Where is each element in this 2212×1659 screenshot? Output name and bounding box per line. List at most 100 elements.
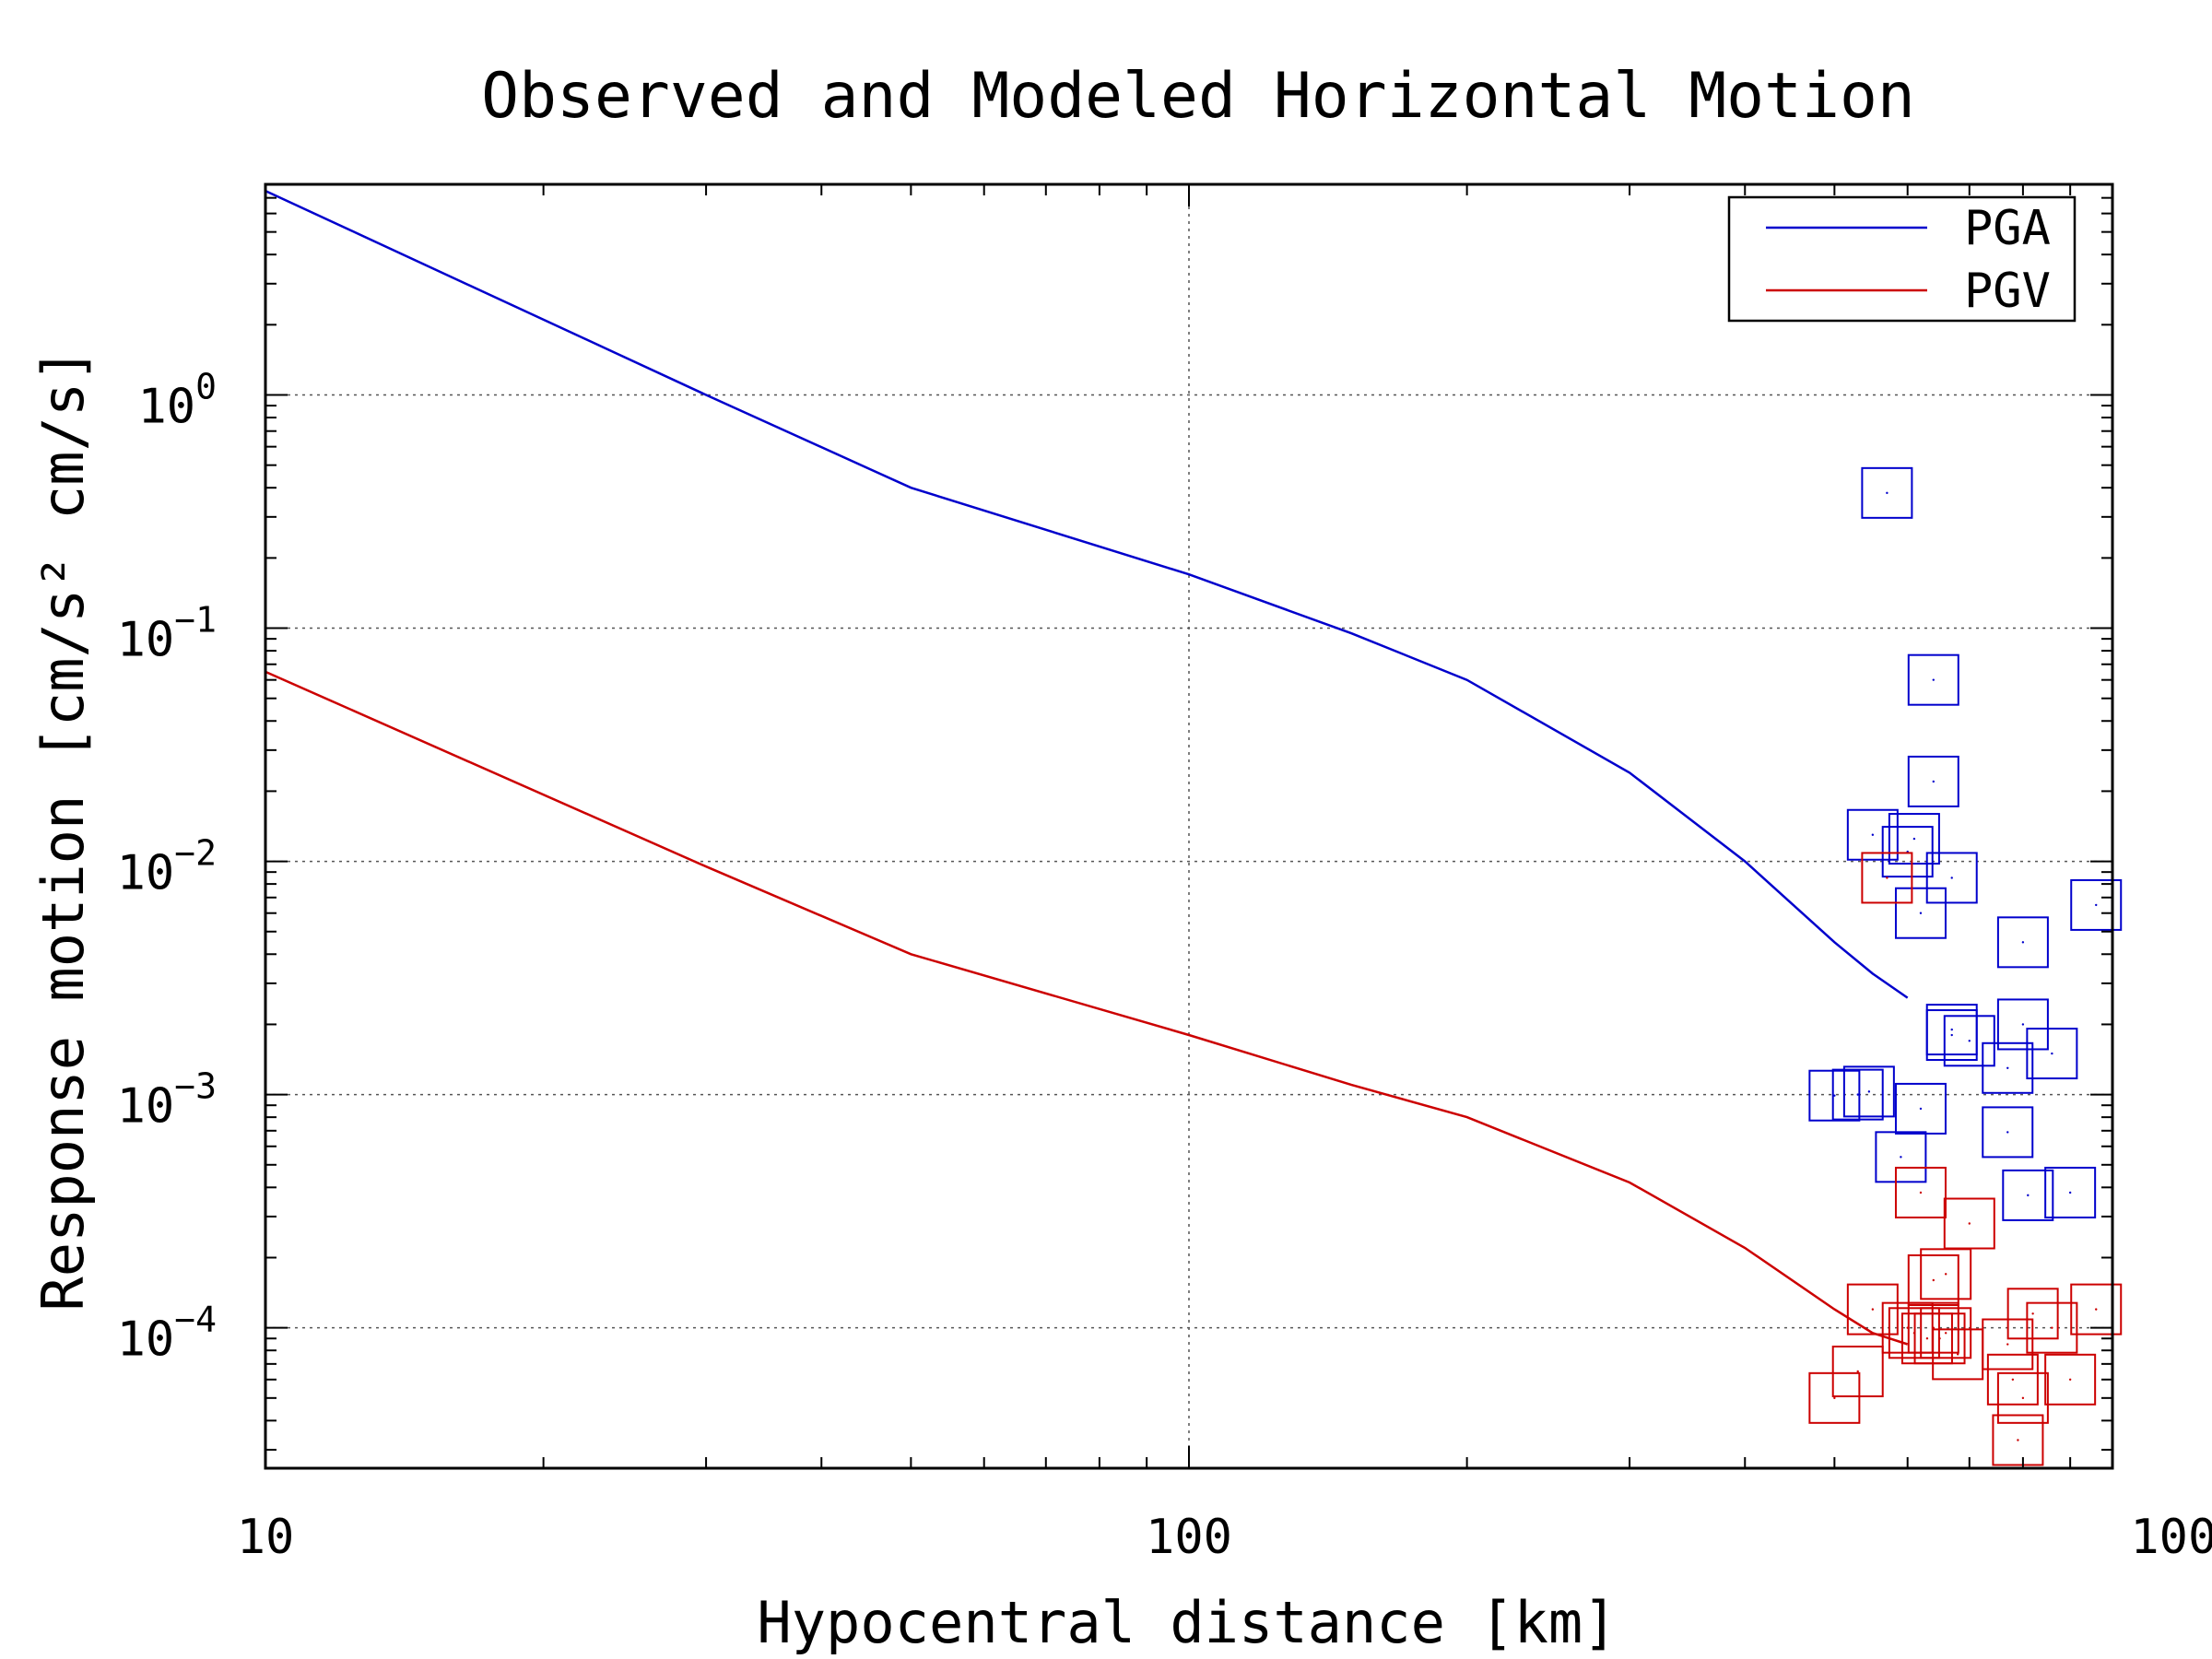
- data-point: [1808, 1069, 1861, 1122]
- data-point: [1894, 1082, 1947, 1135]
- y-axis: 100 10−1 10−2 10−3 10−4: [117, 196, 2112, 1451]
- data-point-center: [2095, 903, 2098, 907]
- data-point-center: [1932, 780, 1935, 783]
- data-point-center: [1932, 678, 1935, 681]
- data-point-center: [1938, 1337, 1941, 1340]
- y-tick-label: 10−4: [117, 1300, 217, 1368]
- data-point-center: [1867, 1090, 1871, 1093]
- data-point: [1894, 1166, 1947, 1218]
- data-point-center: [2021, 1396, 2025, 1400]
- data-point-center: [1925, 1337, 1929, 1340]
- data-point: [1881, 826, 1934, 878]
- data-point-center: [1950, 1033, 1953, 1037]
- data-point-center: [1968, 1040, 1971, 1042]
- data-point: [2026, 1028, 2078, 1080]
- data-point: [2044, 1166, 2097, 1218]
- y-tick-label: 100: [137, 367, 217, 435]
- y-tick-label: 10−3: [117, 1066, 217, 1135]
- data-point-center: [1856, 1093, 1859, 1096]
- data-point: [1996, 1371, 2049, 1424]
- legend-label-pgv: PGV: [1964, 264, 2051, 319]
- data-point-center: [1900, 1156, 1902, 1159]
- chart-title: Observed and Modeled Horizontal Motion: [481, 60, 1915, 133]
- data-point-center: [2095, 1308, 2098, 1311]
- data-point-center: [2011, 1378, 2015, 1381]
- data-point: [1894, 887, 1947, 939]
- data-point: [2070, 1283, 2123, 1335]
- data-point: [1925, 1004, 1978, 1056]
- y-tick-label: 10−2: [117, 833, 217, 901]
- data-point: [1907, 1254, 1959, 1307]
- x-axis-label: Hypocentral distance [km]: [757, 1589, 1617, 1656]
- data-point-center: [2006, 1131, 2009, 1134]
- data-point: [1842, 1065, 1895, 1118]
- data-point: [1846, 1283, 1899, 1335]
- data-point-center: [2068, 1191, 2072, 1194]
- x-tick-label: 10: [237, 1510, 295, 1565]
- data-point: [1986, 1353, 2039, 1406]
- data-point: [1831, 1345, 1884, 1397]
- data-point-center: [2006, 1343, 2009, 1346]
- data-point-center: [1956, 1353, 1959, 1356]
- data-point-center: [1919, 1191, 1923, 1194]
- data-point: [1846, 808, 1899, 861]
- data-point-center: [1944, 1273, 1947, 1276]
- series-line-pga: [265, 189, 1909, 999]
- data-point-center: [1833, 1094, 1836, 1097]
- data-point-center: [2068, 1378, 2072, 1381]
- data-point: [1913, 1312, 1966, 1365]
- data-point-center: [2031, 1312, 2034, 1315]
- data-point-center: [1886, 877, 1888, 879]
- data-point-center: [1856, 1370, 1859, 1373]
- data-point: [1920, 1248, 1972, 1300]
- data-point: [2070, 878, 2123, 931]
- data-point-center: [1871, 833, 1875, 836]
- data-point: [2044, 1353, 2097, 1406]
- data-point: [1907, 755, 1959, 807]
- data-point-center: [1886, 491, 1888, 495]
- data-point-center: [2051, 1052, 2053, 1055]
- data-point: [1907, 653, 1959, 706]
- data-point: [2026, 1301, 2078, 1354]
- data-point-center: [1919, 912, 1923, 914]
- legend-box: [1727, 195, 2077, 323]
- data-point: [1982, 1106, 2034, 1159]
- data-point-center: [1950, 877, 1953, 879]
- x-tick-label: 100: [1146, 1510, 1232, 1565]
- data-point-center: [1944, 1332, 1947, 1335]
- data-point-center: [2021, 1023, 2025, 1026]
- data-point-center: [2051, 1326, 2053, 1329]
- data-point: [1920, 1307, 1972, 1359]
- data-point: [1861, 466, 1913, 519]
- data-point-center: [1932, 1278, 1935, 1282]
- data-point-center: [1950, 1028, 1953, 1031]
- data-point-center: [1919, 1107, 1923, 1111]
- data-point: [1943, 1015, 1995, 1067]
- data-point: [1982, 1041, 2034, 1094]
- legend-label-pga: PGA: [1964, 201, 2051, 256]
- data-point: [1831, 1068, 1884, 1121]
- data-point: [2006, 1288, 2059, 1340]
- x-tick-label: 1000: [2130, 1510, 2212, 1565]
- data-point: [1875, 1131, 1927, 1183]
- data-point-center: [1833, 1396, 1836, 1400]
- data-point-center: [1912, 837, 1916, 841]
- data-point-center: [2006, 1066, 2009, 1069]
- data-point-center: [1968, 1222, 1971, 1225]
- y-axis-label: Response motion [cm/s² cm/s]: [29, 347, 97, 1311]
- data-point: [1992, 1414, 2044, 1466]
- data-point-center: [2021, 941, 2025, 944]
- data-point-center: [1871, 1308, 1875, 1311]
- legend: PGA PGV: [1727, 195, 2077, 323]
- plot-area: [264, 182, 2123, 1470]
- data-point: [2002, 1169, 2054, 1221]
- data-point-center: [1932, 1326, 1935, 1329]
- data-point: [1861, 852, 1913, 904]
- data-point-center: [2017, 1439, 2019, 1441]
- data-point: [1925, 852, 1978, 904]
- data-point: [1996, 998, 2049, 1051]
- data-point-center: [2027, 1194, 2030, 1197]
- data-point: [1888, 813, 1940, 865]
- y-tick-label: 10−1: [117, 600, 217, 668]
